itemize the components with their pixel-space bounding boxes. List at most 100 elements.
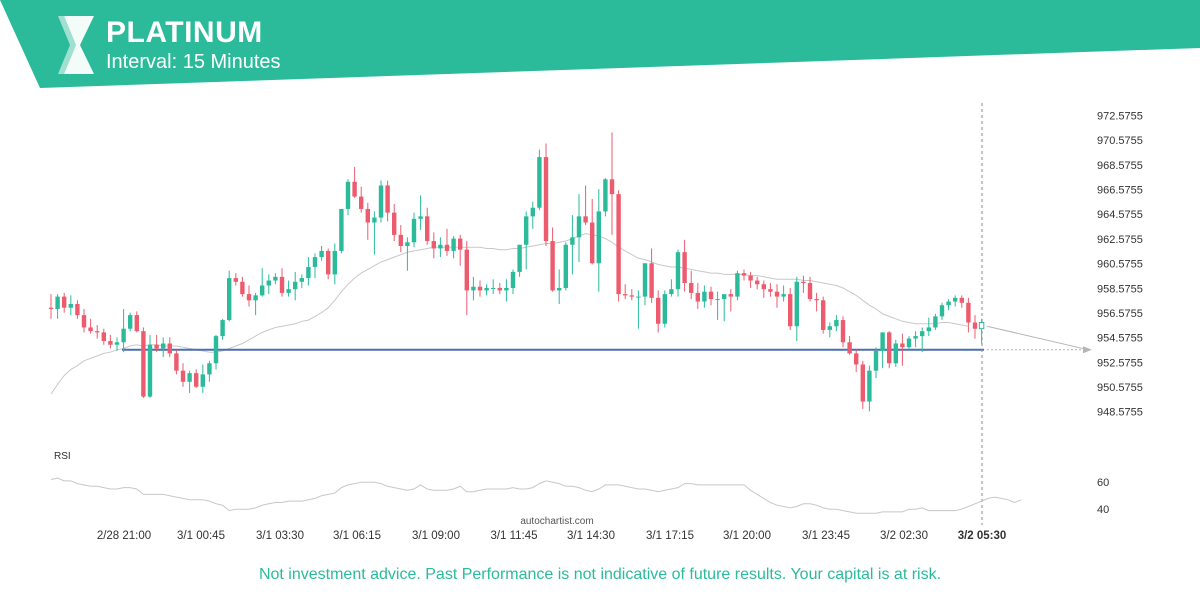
candle-body	[834, 320, 839, 327]
candle-body	[794, 281, 799, 327]
candle-body	[491, 287, 496, 289]
candle-body	[814, 299, 819, 301]
candle-body	[378, 185, 384, 218]
candle-body	[755, 280, 760, 285]
candle-body	[207, 363, 212, 375]
y-tick-label: 956.5755	[1097, 308, 1143, 320]
candle-body	[543, 157, 549, 242]
candle-body	[656, 297, 661, 324]
candle-body	[695, 292, 700, 302]
candle-body	[880, 332, 885, 351]
candle-body	[557, 287, 562, 291]
candle-body	[339, 208, 344, 251]
interval-subtitle: Interval: 15 Minutes	[106, 51, 281, 73]
candle-body	[860, 364, 865, 402]
x-tick-label: 3/1 09:00	[412, 530, 460, 542]
candle-body	[306, 266, 311, 279]
x-tick-label: 3/1 23:45	[802, 530, 850, 542]
candle-body	[616, 194, 621, 295]
candle-body	[550, 241, 555, 291]
price-chart: 972.5755 970.5755 968.5755 966.5755 964.5755…	[48, 103, 1143, 542]
candle-body	[708, 291, 714, 300]
x-tick-label: 3/1 20:00	[723, 530, 771, 542]
candle-body	[48, 307, 54, 309]
rsi-line	[50, 477, 1022, 514]
candle-body	[966, 302, 971, 323]
candle-body	[689, 283, 694, 293]
candle-body	[801, 281, 806, 284]
candle-body	[827, 326, 832, 330]
candle-body	[167, 343, 172, 354]
candle-body	[939, 305, 945, 317]
x-tick-label: 3/2 02:30	[880, 530, 928, 542]
candle-body	[312, 257, 318, 267]
candle-body	[570, 237, 575, 245]
candle-body	[510, 271, 516, 288]
candle-body	[761, 284, 766, 290]
candle-body	[675, 252, 681, 290]
candle-body	[504, 287, 509, 291]
x-tick-label: 3/2 05:30	[958, 530, 1007, 542]
candle-body	[953, 297, 958, 302]
candle-body	[603, 179, 608, 212]
header-banner	[0, 0, 1200, 88]
candle-body	[887, 332, 892, 364]
candle-body	[722, 294, 727, 300]
candle-body	[530, 207, 535, 217]
candle-body	[392, 212, 397, 235]
candle-body	[68, 304, 73, 308]
candle-body	[623, 294, 628, 296]
candle-body	[293, 281, 298, 290]
candle-body	[55, 296, 60, 309]
candle-body	[906, 338, 912, 348]
moving-average-line	[50, 233, 969, 395]
candle-body	[260, 285, 265, 296]
candle-body	[649, 263, 654, 298]
y-tick-label: 968.5755	[1097, 160, 1143, 172]
disclaimer-text: Not investment advice. Past Performance …	[258, 566, 942, 583]
y-tick-label: 966.5755	[1097, 184, 1143, 196]
candle-body	[972, 322, 978, 329]
projection-line	[986, 325, 1089, 351]
candle-body	[180, 370, 186, 382]
candle-body	[458, 238, 463, 250]
candle-body	[213, 336, 219, 364]
candle-body	[345, 181, 351, 209]
candle-body	[438, 244, 443, 249]
candle-body	[431, 241, 436, 249]
candle-body	[847, 342, 852, 354]
y-tick-label: 958.5755	[1097, 283, 1143, 295]
candle-body	[741, 273, 747, 276]
candle-body	[735, 273, 740, 297]
y-tick-label: 948.5755	[1097, 407, 1143, 419]
candle-body	[682, 252, 687, 284]
candle-body	[359, 196, 364, 209]
candle-body	[867, 370, 872, 402]
candle-body	[88, 327, 93, 332]
y-tick-label: 972.5755	[1097, 110, 1143, 122]
candle-body	[590, 222, 595, 264]
candle-body	[821, 300, 826, 330]
candle-body	[246, 294, 252, 301]
candle-body	[121, 328, 126, 343]
candle-body	[154, 344, 159, 349]
candle-body	[471, 286, 476, 291]
candle-body	[240, 281, 245, 295]
candle-body	[253, 295, 258, 301]
candle-body	[959, 297, 964, 303]
candle-body	[81, 315, 87, 328]
header-band	[0, 0, 1200, 88]
rsi-label: RSI	[54, 451, 71, 462]
candle-body	[537, 157, 542, 208]
candle-body	[926, 327, 931, 332]
x-tick-label: 3/1 00:45	[177, 530, 225, 542]
projection-arrowhead	[1083, 346, 1092, 354]
candle-body	[702, 291, 707, 302]
candle-body	[893, 343, 898, 364]
candle-body	[484, 287, 489, 291]
candle-body	[768, 289, 773, 292]
rsi-tick-label: 60	[1097, 477, 1109, 489]
candle-body	[946, 301, 951, 306]
candle-body	[913, 336, 918, 339]
candle-body	[920, 331, 925, 337]
